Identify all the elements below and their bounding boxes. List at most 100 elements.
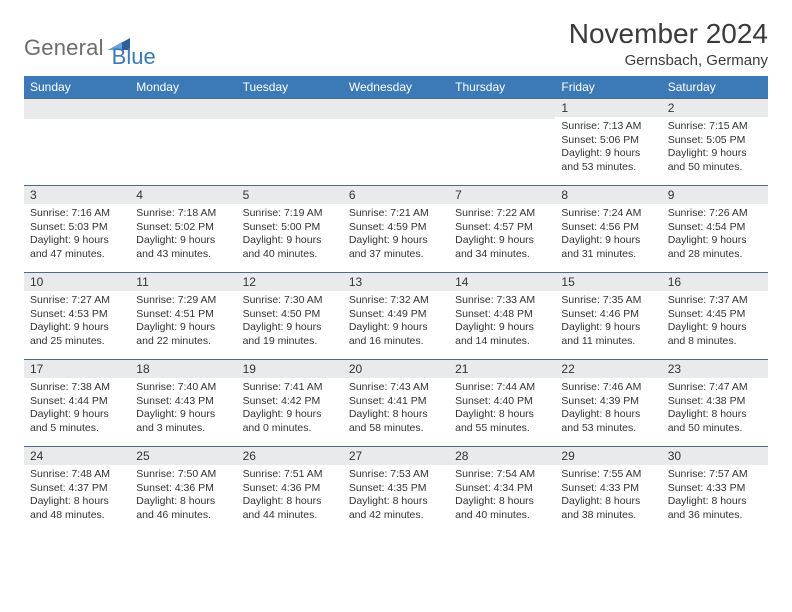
sunset-text: Sunset: 4:35 PM <box>349 482 443 496</box>
daylight1-text: Daylight: 8 hours <box>349 408 443 422</box>
sunrise-text: Sunrise: 7:24 AM <box>561 207 655 221</box>
sunset-text: Sunset: 4:50 PM <box>243 308 337 322</box>
calendar-cell: 24Sunrise: 7:48 AMSunset: 4:37 PMDayligh… <box>24 446 130 533</box>
sunrise-text: Sunrise: 7:22 AM <box>455 207 549 221</box>
sunset-text: Sunset: 4:53 PM <box>30 308 124 322</box>
daylight1-text: Daylight: 8 hours <box>455 408 549 422</box>
daylight1-text: Daylight: 8 hours <box>30 495 124 509</box>
sunset-text: Sunset: 4:57 PM <box>455 221 549 235</box>
sunset-text: Sunset: 5:05 PM <box>668 134 762 148</box>
daylight1-text: Daylight: 8 hours <box>243 495 337 509</box>
col-saturday: Saturday <box>662 76 768 98</box>
sunset-text: Sunset: 4:39 PM <box>561 395 655 409</box>
sunrise-text: Sunrise: 7:37 AM <box>668 294 762 308</box>
day-number: 4 <box>130 185 236 204</box>
daylight2-text: and 55 minutes. <box>455 422 549 436</box>
sunset-text: Sunset: 4:42 PM <box>243 395 337 409</box>
cell-body <box>24 119 130 126</box>
sunset-text: Sunset: 4:46 PM <box>561 308 655 322</box>
cell-body: Sunrise: 7:35 AMSunset: 4:46 PMDaylight:… <box>555 291 661 353</box>
calendar-cell: 29Sunrise: 7:55 AMSunset: 4:33 PMDayligh… <box>555 446 661 533</box>
calendar-cell: 7Sunrise: 7:22 AMSunset: 4:57 PMDaylight… <box>449 185 555 272</box>
calendar-cell <box>237 98 343 185</box>
sunrise-text: Sunrise: 7:53 AM <box>349 468 443 482</box>
sunset-text: Sunset: 4:36 PM <box>136 482 230 496</box>
sunrise-text: Sunrise: 7:48 AM <box>30 468 124 482</box>
daylight2-text: and 5 minutes. <box>30 422 124 436</box>
sunrise-text: Sunrise: 7:16 AM <box>30 207 124 221</box>
daylight1-text: Daylight: 8 hours <box>136 495 230 509</box>
page-title: November 2024 <box>569 18 768 50</box>
daylight2-text: and 25 minutes. <box>30 335 124 349</box>
cell-body: Sunrise: 7:16 AMSunset: 5:03 PMDaylight:… <box>24 204 130 266</box>
daylight1-text: Daylight: 9 hours <box>243 408 337 422</box>
sunset-text: Sunset: 5:02 PM <box>136 221 230 235</box>
daylight2-text: and 46 minutes. <box>136 509 230 523</box>
calendar-week-row: 10Sunrise: 7:27 AMSunset: 4:53 PMDayligh… <box>24 272 768 359</box>
day-number: 16 <box>662 272 768 291</box>
daylight2-text: and 0 minutes. <box>243 422 337 436</box>
calendar-page: General Blue November 2024 Gernsbach, Ge… <box>0 0 792 612</box>
sunrise-text: Sunrise: 7:26 AM <box>668 207 762 221</box>
calendar-cell: 18Sunrise: 7:40 AMSunset: 4:43 PMDayligh… <box>130 359 236 446</box>
daylight1-text: Daylight: 8 hours <box>668 408 762 422</box>
cell-body: Sunrise: 7:47 AMSunset: 4:38 PMDaylight:… <box>662 378 768 440</box>
calendar-cell: 13Sunrise: 7:32 AMSunset: 4:49 PMDayligh… <box>343 272 449 359</box>
cell-body: Sunrise: 7:54 AMSunset: 4:34 PMDaylight:… <box>449 465 555 527</box>
sunset-text: Sunset: 4:33 PM <box>561 482 655 496</box>
col-sunday: Sunday <box>24 76 130 98</box>
calendar-cell: 6Sunrise: 7:21 AMSunset: 4:59 PMDaylight… <box>343 185 449 272</box>
calendar-cell: 26Sunrise: 7:51 AMSunset: 4:36 PMDayligh… <box>237 446 343 533</box>
day-number: 17 <box>24 359 130 378</box>
calendar-cell: 5Sunrise: 7:19 AMSunset: 5:00 PMDaylight… <box>237 185 343 272</box>
sunset-text: Sunset: 5:06 PM <box>561 134 655 148</box>
cell-body: Sunrise: 7:44 AMSunset: 4:40 PMDaylight:… <box>449 378 555 440</box>
cell-body: Sunrise: 7:29 AMSunset: 4:51 PMDaylight:… <box>130 291 236 353</box>
calendar-cell <box>130 98 236 185</box>
daylight2-text: and 11 minutes. <box>561 335 655 349</box>
calendar-cell: 1Sunrise: 7:13 AMSunset: 5:06 PMDaylight… <box>555 98 661 185</box>
calendar-cell: 30Sunrise: 7:57 AMSunset: 4:33 PMDayligh… <box>662 446 768 533</box>
logo-text-right: Blue <box>112 26 156 70</box>
sunset-text: Sunset: 5:00 PM <box>243 221 337 235</box>
sunset-text: Sunset: 4:36 PM <box>243 482 337 496</box>
daylight2-text: and 48 minutes. <box>30 509 124 523</box>
cell-body: Sunrise: 7:48 AMSunset: 4:37 PMDaylight:… <box>24 465 130 527</box>
cell-body: Sunrise: 7:13 AMSunset: 5:06 PMDaylight:… <box>555 117 661 179</box>
day-number: 5 <box>237 185 343 204</box>
daylight2-text: and 40 minutes. <box>243 248 337 262</box>
daylight2-text: and 53 minutes. <box>561 422 655 436</box>
sunset-text: Sunset: 4:59 PM <box>349 221 443 235</box>
calendar-cell: 8Sunrise: 7:24 AMSunset: 4:56 PMDaylight… <box>555 185 661 272</box>
daylight2-text: and 36 minutes. <box>668 509 762 523</box>
daylight1-text: Daylight: 9 hours <box>561 234 655 248</box>
cell-body: Sunrise: 7:27 AMSunset: 4:53 PMDaylight:… <box>24 291 130 353</box>
sunset-text: Sunset: 4:54 PM <box>668 221 762 235</box>
sunrise-text: Sunrise: 7:54 AM <box>455 468 549 482</box>
daylight1-text: Daylight: 9 hours <box>30 234 124 248</box>
calendar-cell: 9Sunrise: 7:26 AMSunset: 4:54 PMDaylight… <box>662 185 768 272</box>
sunrise-text: Sunrise: 7:29 AM <box>136 294 230 308</box>
cell-body: Sunrise: 7:55 AMSunset: 4:33 PMDaylight:… <box>555 465 661 527</box>
calendar-cell: 27Sunrise: 7:53 AMSunset: 4:35 PMDayligh… <box>343 446 449 533</box>
cell-body: Sunrise: 7:32 AMSunset: 4:49 PMDaylight:… <box>343 291 449 353</box>
day-number: 21 <box>449 359 555 378</box>
calendar-cell: 10Sunrise: 7:27 AMSunset: 4:53 PMDayligh… <box>24 272 130 359</box>
sunrise-text: Sunrise: 7:44 AM <box>455 381 549 395</box>
calendar-cell: 21Sunrise: 7:44 AMSunset: 4:40 PMDayligh… <box>449 359 555 446</box>
daylight2-text: and 53 minutes. <box>561 161 655 175</box>
daylight2-text: and 22 minutes. <box>136 335 230 349</box>
daylight2-text: and 47 minutes. <box>30 248 124 262</box>
daylight1-text: Daylight: 9 hours <box>455 321 549 335</box>
sunrise-text: Sunrise: 7:32 AM <box>349 294 443 308</box>
calendar-cell: 25Sunrise: 7:50 AMSunset: 4:36 PMDayligh… <box>130 446 236 533</box>
logo-text-left: General <box>24 35 104 61</box>
day-number: 6 <box>343 185 449 204</box>
cell-body <box>130 119 236 126</box>
day-number: 8 <box>555 185 661 204</box>
day-number: 15 <box>555 272 661 291</box>
calendar-table: Sunday Monday Tuesday Wednesday Thursday… <box>24 76 768 533</box>
sunrise-text: Sunrise: 7:47 AM <box>668 381 762 395</box>
daylight2-text: and 8 minutes. <box>668 335 762 349</box>
day-number: 19 <box>237 359 343 378</box>
